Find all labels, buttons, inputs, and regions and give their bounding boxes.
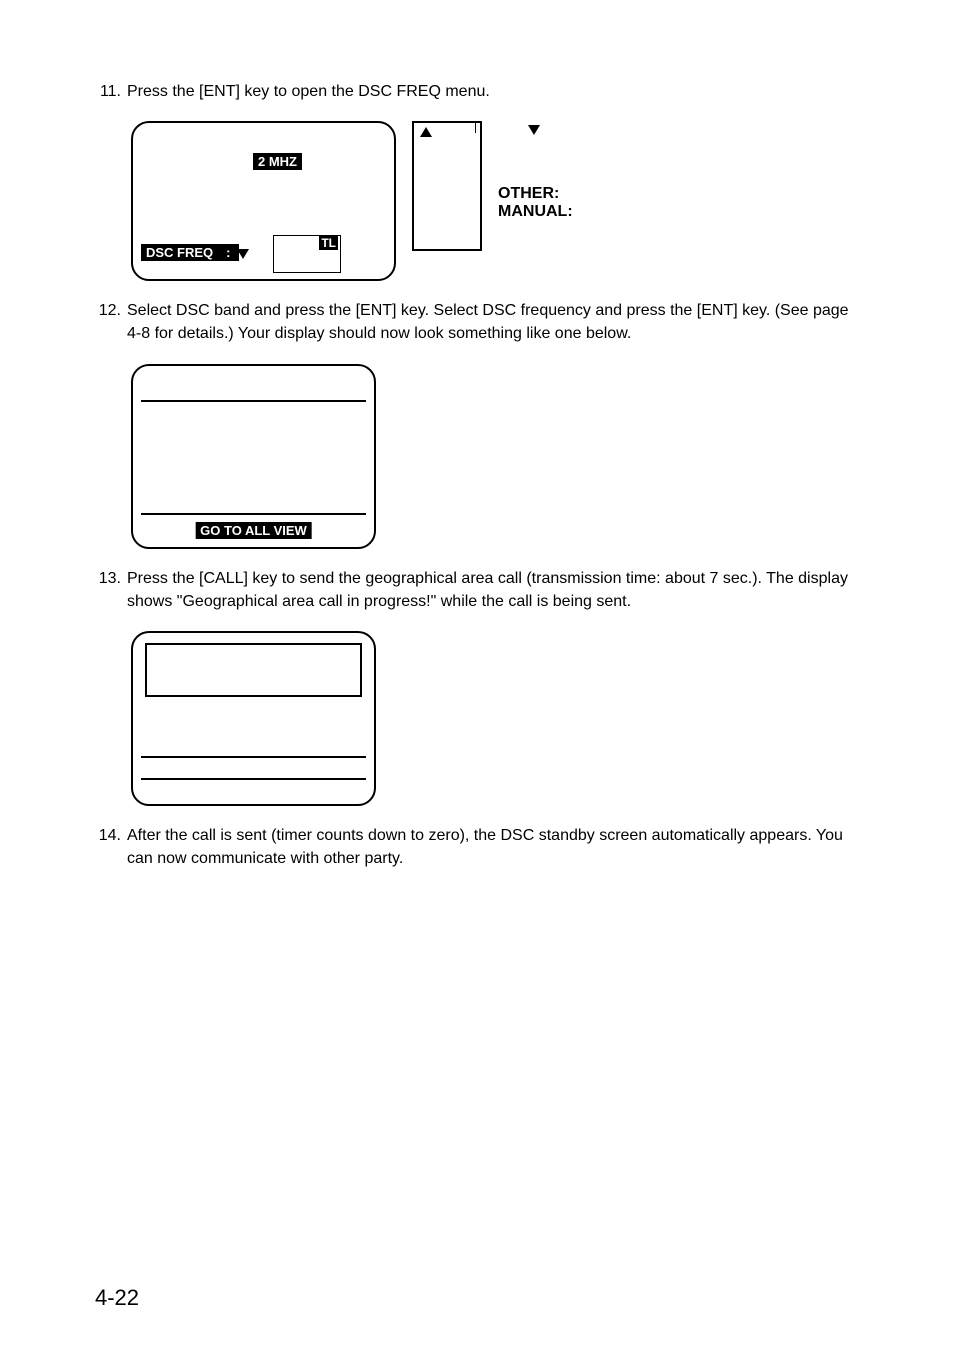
colon-label: :: [218, 244, 238, 261]
step-number: 12.: [95, 299, 125, 322]
step-12: 12. Select DSC band and press the [ENT] …: [95, 299, 859, 345]
other-label: OTHER:: [498, 185, 573, 203]
divider-line: [141, 513, 366, 515]
divider-line: [141, 400, 366, 402]
step-text: Select DSC band and press the [ENT] key.…: [125, 299, 859, 345]
step-text: Press the [ENT] key to open the DSC FREQ…: [125, 80, 859, 103]
divider-line: [141, 778, 366, 780]
inner-box: [145, 643, 362, 697]
band-label: 2 MHZ: [253, 153, 302, 170]
progress-screen: [131, 631, 376, 806]
dropdown-box: [412, 121, 482, 251]
dropdown-labels-group: OTHER: MANUAL:: [498, 121, 668, 251]
dsc-freq-screen: 2 MHZ DSC FREQ : TL: [131, 121, 396, 281]
step-14: 14. After the call is sent (timer counts…: [95, 824, 859, 870]
step-text: After the call is sent (timer counts dow…: [125, 824, 859, 870]
triangle-down-icon: [528, 125, 540, 135]
step-11: 11. Press the [ENT] key to open the DSC …: [95, 80, 859, 103]
step-number: 14.: [95, 824, 125, 847]
triangle-up-icon: [420, 127, 432, 137]
tick-mark: [475, 123, 476, 133]
tl-label: TL: [319, 236, 338, 250]
figure-dsc-freq: 2 MHZ DSC FREQ : TL OTHER: MANUAL:: [131, 121, 859, 281]
step-13: 13. Press the [CALL] key to send the geo…: [95, 567, 859, 613]
manual-label: MANUAL:: [498, 203, 573, 221]
dsc-freq-label: DSC FREQ: [141, 244, 218, 261]
page-number: 4-22: [95, 1285, 139, 1311]
step-number: 13.: [95, 567, 125, 590]
step-number: 11.: [95, 80, 125, 103]
chevron-down-icon: [237, 249, 249, 259]
all-view-screen: GO TO ALL VIEW: [131, 364, 376, 549]
figure-all-view: GO TO ALL VIEW: [131, 364, 859, 549]
figure-progress: [131, 631, 859, 806]
tl-box: TL: [273, 235, 341, 273]
step-text: Press the [CALL] key to send the geograp…: [125, 567, 859, 613]
go-to-all-view-label: GO TO ALL VIEW: [195, 522, 312, 539]
divider-line: [141, 756, 366, 758]
